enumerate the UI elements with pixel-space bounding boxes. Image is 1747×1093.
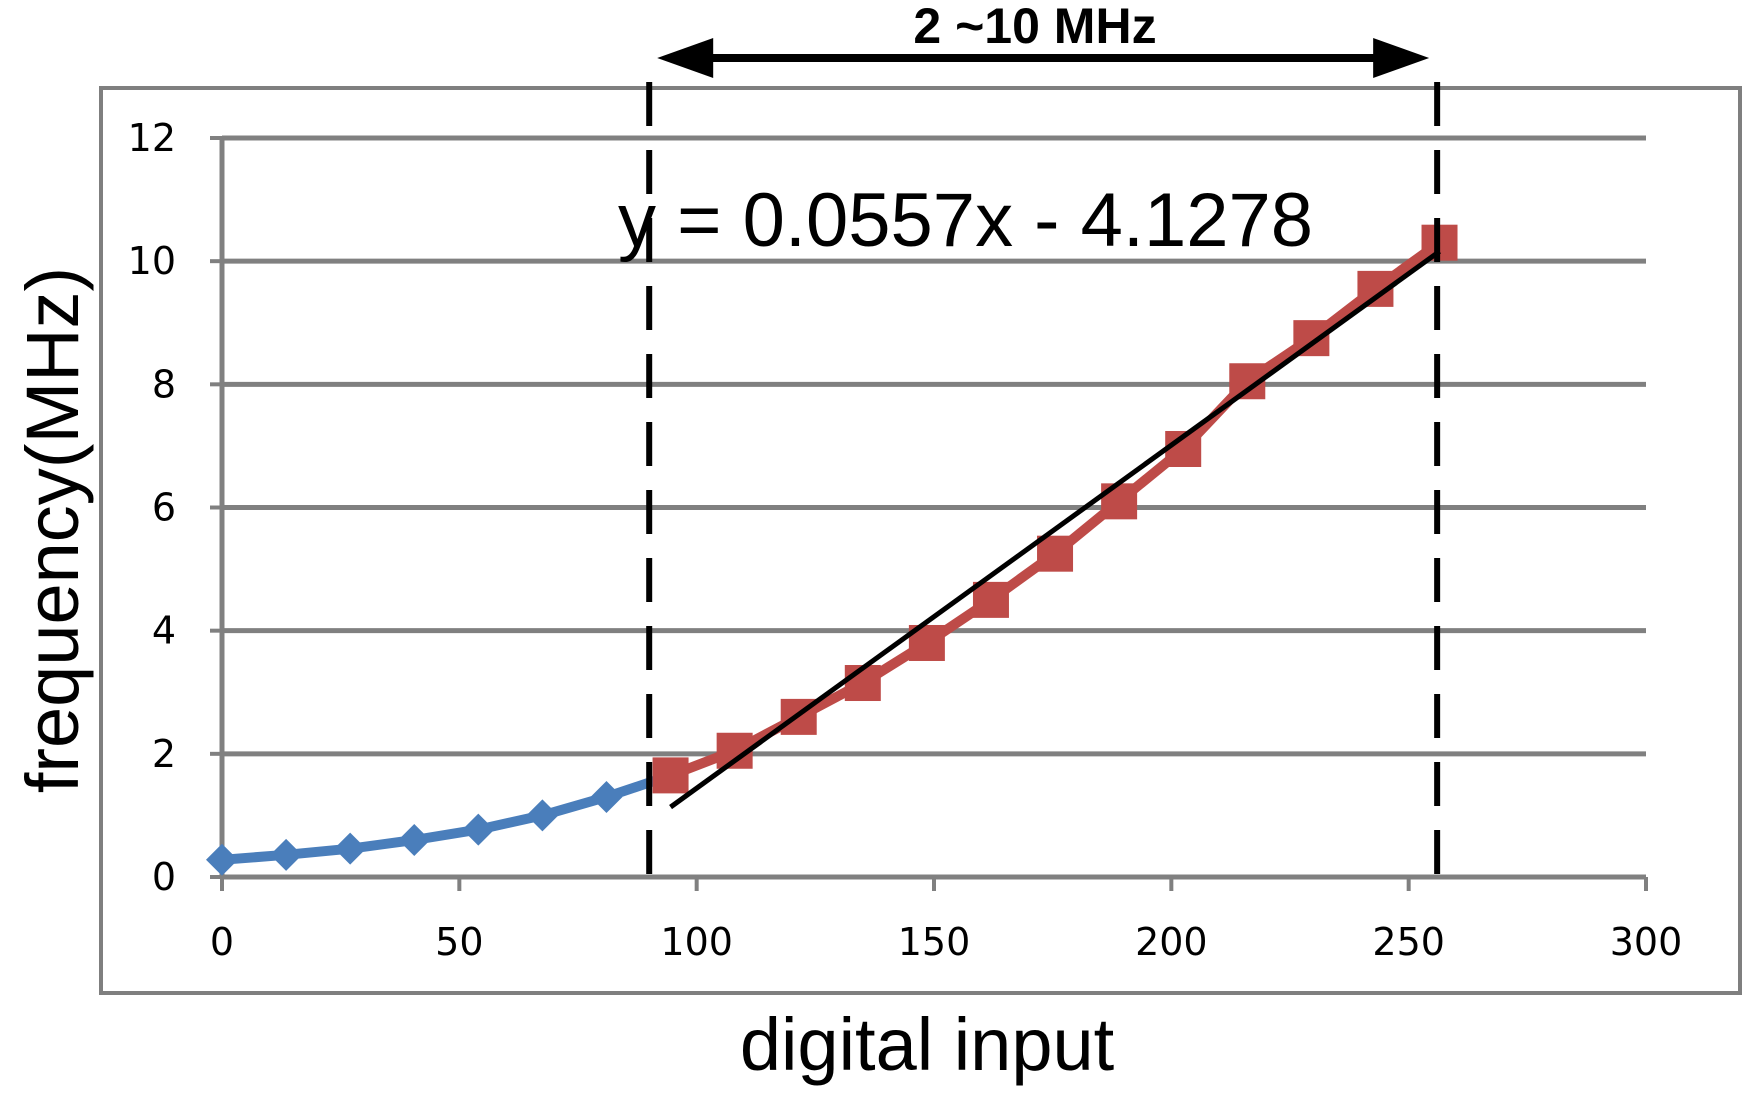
- y-tick-label: 8: [152, 362, 176, 406]
- data-point-diamond: [526, 799, 559, 832]
- y-tick-label: 0: [152, 855, 176, 899]
- y-tick-label: 12: [128, 116, 176, 160]
- data-point-diamond: [270, 838, 303, 871]
- data-point-diamond: [462, 813, 495, 846]
- x-tick-label: 100: [660, 920, 733, 964]
- data-point-square: [652, 757, 689, 794]
- range-markers: [646, 38, 1441, 890]
- data-point-diamond: [334, 832, 367, 865]
- x-axis-title: digital input: [740, 1003, 1115, 1086]
- y-tick-label: 4: [152, 609, 176, 653]
- x-tick-label: 200: [1135, 920, 1208, 964]
- data-point-square: [1101, 483, 1138, 520]
- labels: 0 2 4 6 8 10 12 0 50 100 150 200 250 300 2 ~10 MHz y = …: [11, 0, 1682, 1086]
- x-tick-label: 300: [1610, 920, 1683, 964]
- grid-lines: [222, 135, 1646, 757]
- trendline-equation: y = 0.0557x - 4.1278: [618, 178, 1313, 263]
- data-point-diamond: [206, 843, 238, 876]
- trendline: [669, 249, 1441, 810]
- x-tick-label: 0: [210, 920, 234, 964]
- data-point-diamond: [590, 780, 623, 813]
- x-tick-label: 250: [1372, 920, 1445, 964]
- data-point-square: [972, 581, 1009, 618]
- x-tick-label: 50: [435, 920, 483, 964]
- data-point-square: [1037, 535, 1074, 572]
- trendline-group: [669, 249, 1441, 810]
- y-tick-label: 2: [152, 732, 176, 776]
- y-tick-label: 6: [152, 486, 176, 530]
- x-tick-label: 150: [898, 920, 971, 964]
- y-tick-label: 10: [128, 239, 176, 283]
- range-arrow-left-head: [657, 38, 714, 78]
- y-axis-title: frequency(MHz): [11, 267, 94, 793]
- axes: [210, 136, 1648, 891]
- range-label: 2 ~10 MHz: [913, 0, 1156, 54]
- data-point-diamond: [398, 824, 431, 857]
- range-arrow-right-head: [1373, 38, 1430, 78]
